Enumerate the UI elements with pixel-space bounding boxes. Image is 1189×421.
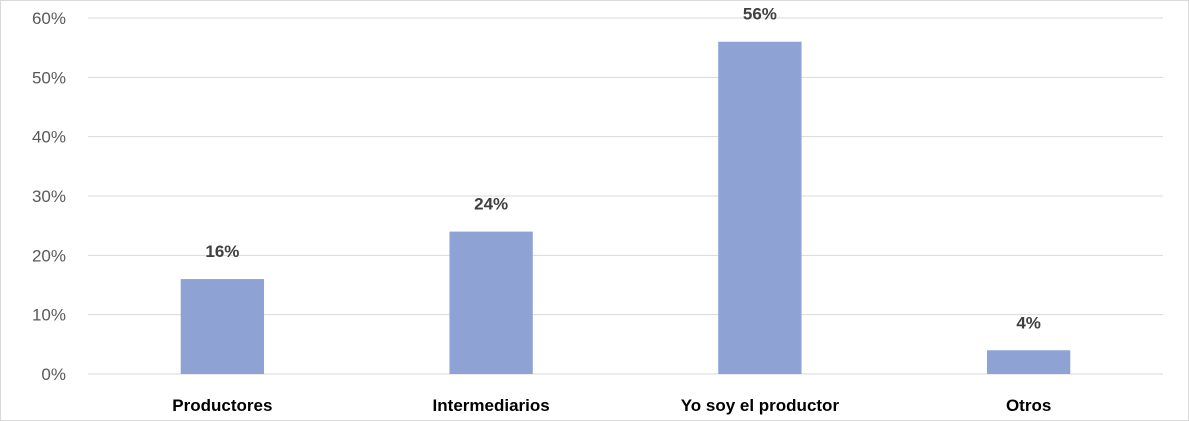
y-tick-label: 0% — [41, 365, 66, 384]
y-tick-label: 50% — [32, 68, 66, 87]
data-label: 16% — [205, 242, 239, 261]
x-category-label: Intermediarios — [433, 396, 550, 415]
data-label: 4% — [1016, 313, 1041, 332]
x-category-label: Otros — [1006, 396, 1051, 415]
x-axis-categories: Productores Intermediarios Yo soy el produ… — [172, 396, 1051, 415]
bar — [718, 41, 802, 374]
bar — [449, 231, 533, 374]
y-tick-label: 40% — [32, 128, 66, 147]
y-tick-label: 20% — [32, 246, 66, 265]
data-labels: 16% 24% 56% 4% — [205, 5, 1041, 333]
y-axis-ticks: 0% 10% 20% 30% 40% 50% 60% — [32, 9, 66, 384]
y-tick-label: 60% — [32, 9, 66, 28]
bars — [180, 41, 1071, 374]
bar — [180, 279, 265, 374]
data-label: 24% — [474, 195, 508, 214]
data-label: 56% — [743, 5, 777, 24]
x-category-label: Yo soy el productor — [681, 396, 840, 415]
gridlines — [88, 17, 1163, 375]
y-tick-label: 10% — [32, 306, 66, 325]
x-category-label: Productores — [172, 396, 272, 415]
y-tick-label: 30% — [32, 187, 66, 206]
bar — [986, 350, 1071, 374]
